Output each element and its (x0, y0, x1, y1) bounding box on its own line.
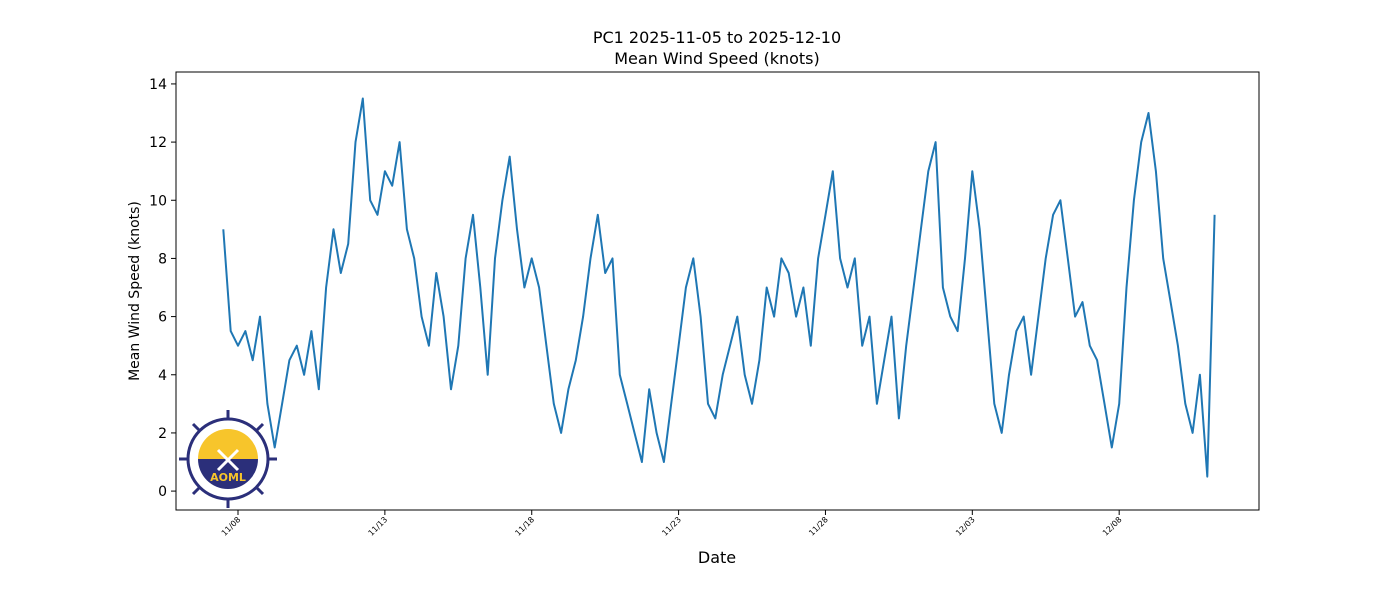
logo: AOML (179, 410, 277, 508)
chart-subtitle: Mean Wind Speed (knots) (614, 49, 820, 68)
logo-text: AOML (210, 471, 246, 484)
y-tick-label: 4 (158, 368, 167, 384)
y-tick-label: 8 (158, 251, 167, 267)
y-tick-label: 14 (149, 77, 167, 93)
y-tick-label: 6 (158, 310, 167, 326)
x-axis-label: Date (698, 548, 736, 567)
y-tick-label: 0 (158, 484, 167, 500)
y-tick-label: 2 (158, 426, 167, 442)
y-tick-label: 10 (149, 193, 167, 209)
y-tick-label: 12 (149, 135, 167, 151)
data-line (222, 97, 1216, 478)
chart-title: PC1 2025-11-05 to 2025-12-10 (593, 28, 841, 47)
y-axis-label: Mean Wind Speed (knots) (127, 201, 143, 381)
plot-frame (175, 71, 1260, 511)
